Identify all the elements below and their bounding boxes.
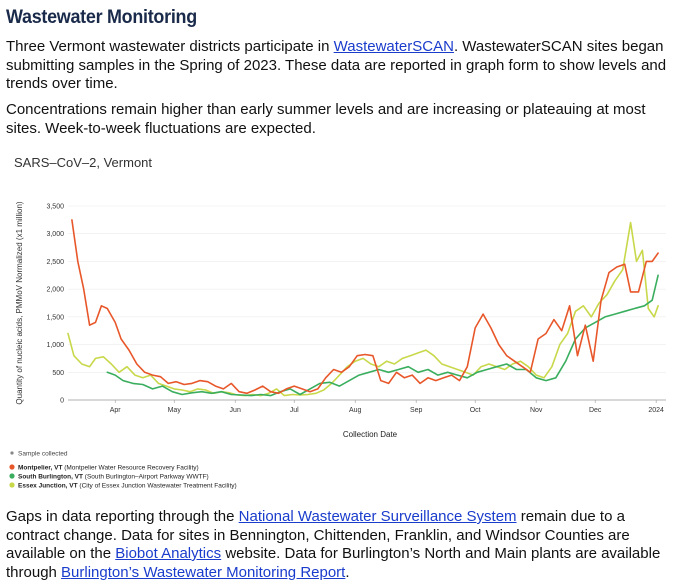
x-tick-label: Dec [589, 407, 602, 414]
legend-sample-label: Sample collected [18, 451, 68, 458]
y-tick-label: 0 [60, 398, 64, 405]
gaps-text-3: website. Data for Burlington’s North and… [6, 545, 661, 581]
intro-paragraph: Three Vermont wastewater districts parti… [6, 38, 682, 94]
x-tick-label: May [168, 407, 182, 414]
legend-entry-detail: (Montpelier Water Resource Recovery Faci… [62, 465, 198, 472]
legend-entry-name: Montpelier, VT [18, 465, 62, 472]
legend-entry: Essex Junction, VT (City of Essex Juncti… [18, 483, 237, 490]
gaps-text-4: . [345, 563, 350, 581]
wastewater-chart: SARS–CoV–2, Vermont Quantity of nucleic … [9, 155, 666, 490]
x-tick-label: Aug [349, 407, 362, 414]
burlington-report-link[interactable]: Burlington’s Wastewater Monitoring Repor… [61, 563, 346, 581]
legend-swatch-icon [9, 482, 15, 488]
biobot-link[interactable]: Biobot Analytics [115, 545, 222, 562]
legend-entry-name: South Burlington, VT [18, 474, 83, 481]
gridlines [68, 205, 666, 401]
gaps-paragraph: Gaps in data reporting through the Natio… [6, 508, 682, 582]
y-tick-label: 500 [52, 370, 64, 377]
x-tick-label: Oct [470, 407, 481, 414]
x-axis-label: Collection Date [343, 430, 398, 439]
page-title: Wastewater Monitoring [6, 6, 197, 28]
gaps-text-2: remain due to a contract change. Data fo… [6, 508, 630, 562]
x-tick-label: Sep [410, 407, 423, 414]
gaps-text-1: Gaps in data reporting through the [6, 508, 239, 525]
sample-marker-icon [10, 451, 14, 455]
legend-entry-detail: (City of Essex Junction Wastewater Treat… [78, 483, 237, 490]
y-tick-label: 3,000 [46, 231, 64, 238]
wastewaterscan-link[interactable]: WastewaterSCAN [333, 38, 454, 55]
x-axis-ticks: Apr May Jun Jul Aug Sep Oct Nov Dec 2024 [110, 400, 664, 414]
x-tick-label: 2024 [648, 407, 664, 414]
nwss-link[interactable]: National Wastewater Surveillance System [238, 508, 517, 525]
chart-title: SARS–CoV–2, Vermont [14, 155, 152, 170]
legend: Sample collected Montpelier, VT (Montpel… [9, 451, 237, 490]
legend-entry-name: Essex Junction, VT [18, 483, 78, 490]
trend-paragraph: Concentrations remain higher than early … [6, 101, 646, 137]
y-tick-label: 1,000 [46, 342, 64, 349]
intro-text-1: Three Vermont wastewater districts parti… [6, 38, 334, 55]
series-line [71, 219, 659, 395]
y-tick-label: 2,500 [46, 259, 64, 266]
y-axis-label: Quantity of nucleic acids, PMMoV Normali… [15, 201, 24, 405]
series-line [106, 274, 659, 397]
legend-swatch-icon [9, 473, 15, 479]
x-tick-label: Nov [530, 407, 543, 414]
intro-text-2: . WastewaterSCAN sites began submitting … [6, 38, 667, 92]
series-line [67, 221, 659, 397]
legend-entry: South Burlington, VT (South Burlington–A… [18, 474, 209, 481]
y-tick-label: 3,500 [46, 204, 64, 211]
x-tick-label: Jun [230, 407, 241, 414]
y-tick-label: 1,500 [46, 314, 64, 321]
y-axis-ticks: 0 500 1,000 1,500 2,000 2,500 3,000 3,500 [46, 204, 64, 405]
legend-entry: Montpelier, VT (Montpelier Water Resourc… [18, 465, 199, 472]
y-tick-label: 2,000 [46, 287, 64, 294]
series-lines [67, 219, 659, 397]
legend-swatch-icon [9, 464, 15, 470]
x-tick-label: Jul [290, 407, 299, 414]
x-tick-label: Apr [110, 407, 122, 414]
legend-entry-detail: (South Burlington–Airport Parkway WWTF) [83, 474, 209, 481]
